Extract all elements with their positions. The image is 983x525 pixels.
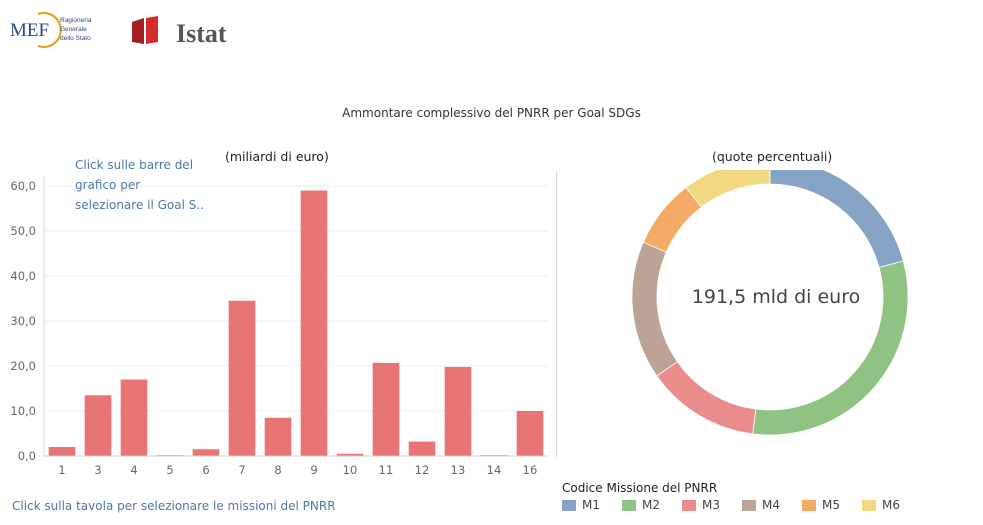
legend-title: Codice Missione del PNRR (562, 481, 718, 495)
bar-goal-6[interactable] (192, 449, 220, 456)
chart-title: Ammontare complessivo del PNRR per Goal … (342, 106, 641, 120)
mef-logo-subtext-3: dello Stato (60, 35, 91, 42)
istat-logo-text: Istat (176, 19, 227, 48)
donut-center-label: 191,5 mld di euro (691, 286, 861, 308)
x-tick-label: 10 (343, 463, 358, 477)
x-tick-label: 3 (94, 463, 101, 477)
bar-goal-1[interactable] (48, 447, 76, 456)
x-tick-label: 16 (523, 463, 538, 477)
bar-goal-16[interactable] (516, 411, 544, 456)
istat-logo: Istat (132, 16, 227, 48)
y-tick-label: 50,0 (10, 224, 36, 238)
mef-logo: MEF Ragioneria Generale dello Stato (10, 11, 92, 49)
bar-chart-subtitle: (miliardi di euro) (225, 149, 329, 164)
donut-slice-m5[interactable] (642, 186, 702, 253)
legend-swatch-m5 (802, 500, 816, 511)
legend-label-m6: M6 (882, 498, 900, 512)
bar-goal-11[interactable] (372, 362, 400, 456)
bar-chart[interactable]: 0,010,020,030,040,050,060,01 3 4 5 6 7 8 9 10 11 1… (0, 170, 556, 480)
bar-goal-3[interactable] (84, 395, 112, 456)
x-tick-label: 11 (379, 463, 394, 477)
legend-label-m4: M4 (762, 498, 780, 512)
table-hint-link[interactable]: Click sulla tavola per selezionare le mi… (12, 499, 336, 513)
donut-slice-m4[interactable] (631, 241, 678, 377)
bar-goal-7[interactable] (228, 300, 256, 456)
bar-goal-8[interactable] (264, 417, 292, 456)
donut-chart[interactable] (560, 170, 983, 480)
legend-swatch-m2 (622, 500, 636, 511)
x-tick-label: 1 (58, 463, 65, 477)
legend-swatch-m3 (682, 500, 696, 511)
bar-goal-13[interactable] (444, 366, 472, 456)
y-tick-label: 20,0 (10, 359, 36, 373)
legend-swatch-m4 (742, 500, 756, 511)
legend-swatch-m1 (562, 500, 576, 511)
donut-slice-m6[interactable] (685, 170, 771, 208)
y-tick-label: 0,0 (18, 449, 36, 463)
panel-divider (556, 172, 557, 457)
legend-swatch-m6 (862, 500, 876, 511)
x-tick-label: 14 (487, 463, 502, 477)
x-tick-label: 7 (238, 463, 245, 477)
y-tick-label: 10,0 (10, 404, 36, 418)
x-tick-label: 12 (415, 463, 430, 477)
mef-logo-text: MEF (10, 20, 49, 41)
bar-goal-4[interactable] (120, 379, 148, 457)
donut-slice-m3[interactable] (656, 361, 757, 435)
x-tick-label: 9 (310, 463, 317, 477)
legend-label-m3: M3 (702, 498, 720, 512)
y-tick-label: 60,0 (10, 179, 36, 193)
x-tick-label: 13 (451, 463, 466, 477)
bar-goal-12[interactable] (408, 441, 436, 456)
legend-label-m1: M1 (582, 498, 600, 512)
donut-chart-subtitle: (quote percentuali) (712, 149, 833, 164)
y-tick-label: 40,0 (10, 269, 36, 283)
x-tick-label: 5 (166, 463, 173, 477)
x-tick-label: 6 (202, 463, 209, 477)
x-tick-label: 4 (130, 463, 137, 477)
bar-chart-hint[interactable]: Click sulle barre del grafico per selezi… (75, 158, 205, 212)
mef-logo-subtext-1: Ragioneria (60, 17, 92, 24)
x-tick-label: 8 (274, 463, 281, 477)
bar-goal-9[interactable] (300, 190, 328, 457)
bar-goal-10[interactable] (336, 453, 364, 456)
legend-label-m2: M2 (642, 498, 660, 512)
legend-label-m5: M5 (822, 498, 840, 512)
donut-slice-m1[interactable] (769, 170, 904, 269)
y-tick-label: 30,0 (10, 314, 36, 328)
mef-logo-subtext-2: Generale (60, 26, 87, 33)
